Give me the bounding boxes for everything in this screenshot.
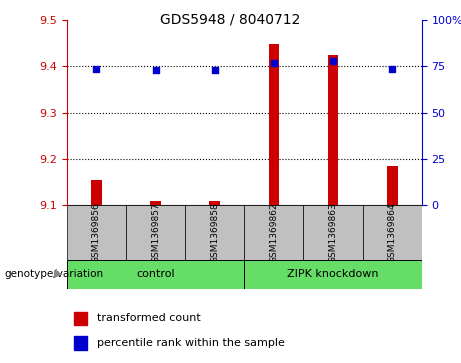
Text: GSM1369862: GSM1369862 (269, 202, 278, 263)
Text: GSM1369864: GSM1369864 (388, 202, 397, 263)
Point (152, 67, 159, 73)
Bar (74, 336, 87, 350)
Bar (185, 205, 244, 260)
Point (211, 67, 219, 73)
Bar (74, 311, 87, 325)
Bar (126, 205, 185, 260)
Text: genotype/variation: genotype/variation (5, 269, 104, 279)
Point (329, 58, 337, 64)
Point (270, 60, 278, 65)
Text: ZIPK knockdown: ZIPK knockdown (287, 269, 379, 279)
Bar (244, 205, 303, 260)
Bar (67, 260, 244, 289)
Bar (209, 201, 220, 205)
Text: transformed count: transformed count (97, 314, 201, 323)
Text: GSM1369856: GSM1369856 (92, 202, 101, 263)
Text: GDS5948 / 8040712: GDS5948 / 8040712 (160, 13, 301, 27)
Text: GSM1369863: GSM1369863 (329, 202, 337, 263)
Bar (244, 260, 422, 289)
Text: control: control (136, 269, 175, 279)
Bar (303, 205, 363, 260)
Text: GSM1369858: GSM1369858 (210, 202, 219, 263)
Bar (67, 205, 126, 260)
Text: ▶: ▶ (54, 269, 62, 279)
Bar (150, 201, 161, 205)
Bar (387, 166, 397, 205)
Bar (328, 55, 338, 205)
Bar (363, 205, 422, 260)
Point (93, 66, 100, 72)
Bar (269, 44, 279, 205)
Text: GSM1369857: GSM1369857 (151, 202, 160, 263)
Point (389, 66, 396, 72)
Text: percentile rank within the sample: percentile rank within the sample (97, 338, 285, 348)
Bar (91, 180, 102, 205)
